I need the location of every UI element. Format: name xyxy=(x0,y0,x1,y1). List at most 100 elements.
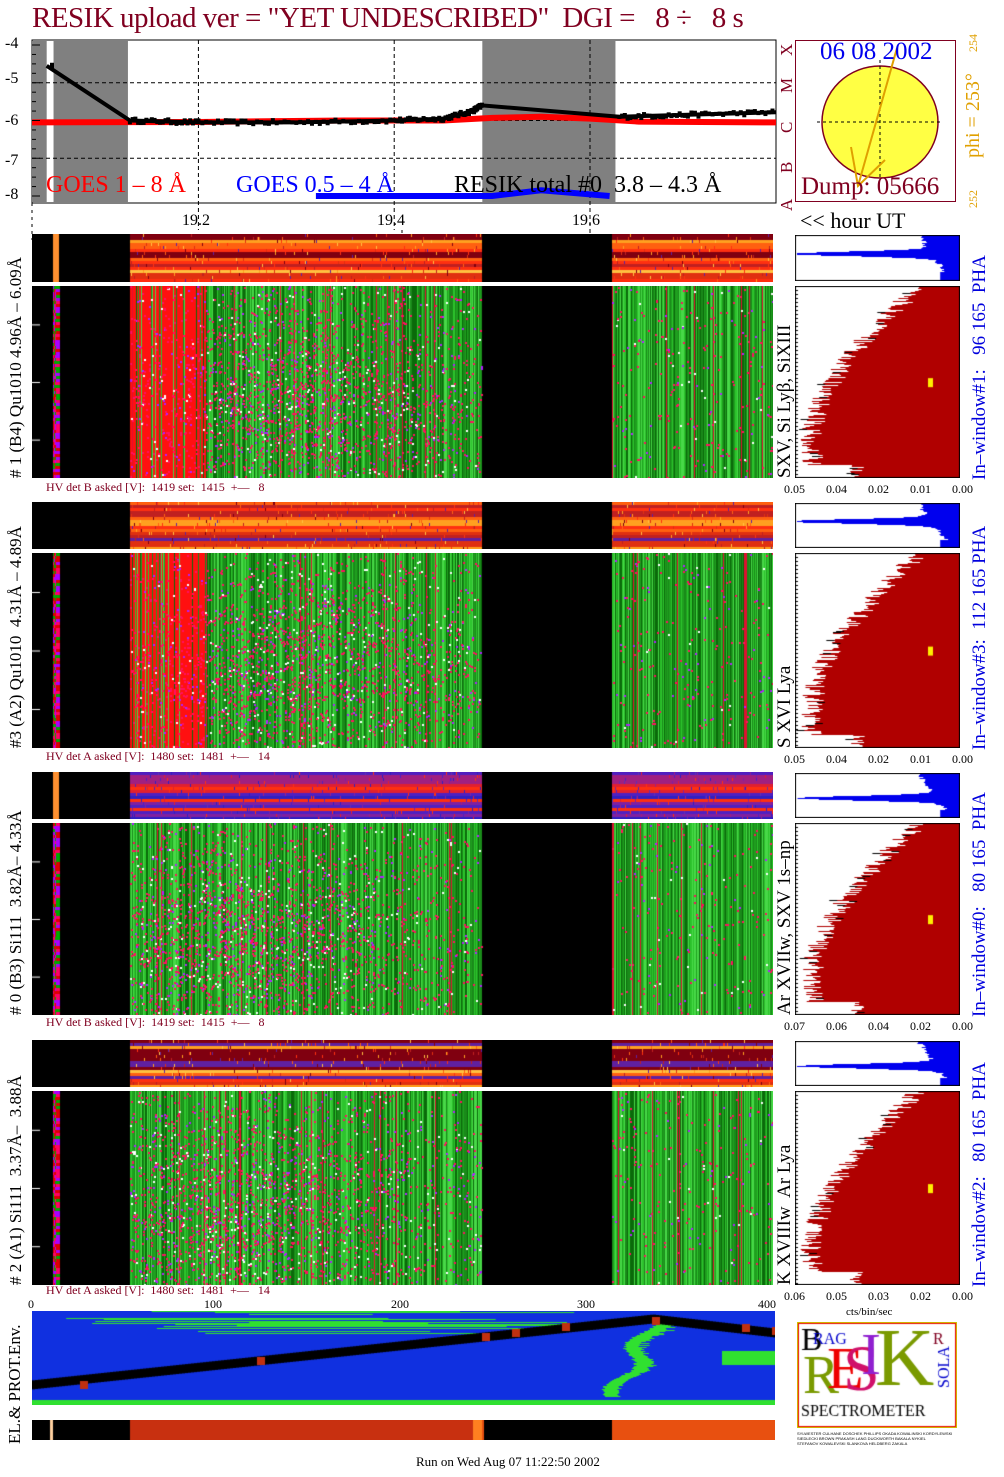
resik-point xyxy=(160,120,165,125)
resik-point xyxy=(669,114,674,119)
resik-point xyxy=(625,116,630,121)
intensity-profile-histogram xyxy=(795,553,960,748)
hist-tick: 0.00 xyxy=(952,1019,973,1033)
resik-point xyxy=(696,114,701,119)
resik-point xyxy=(431,116,436,121)
resik-point xyxy=(333,117,338,122)
hist-tick: 0.02 xyxy=(910,1019,931,1033)
hv-status: HV det B asked [V]: 1419 set: 1415 +— 8 xyxy=(46,1015,265,1029)
hist-tick: 0.04 xyxy=(826,482,847,496)
resik-point xyxy=(456,114,461,119)
resik-point xyxy=(231,118,236,123)
detector-label: # 1 (B4) Qu1010 4.96Å – 6.09Å xyxy=(6,257,25,478)
resik-point xyxy=(724,111,729,116)
hist-tick: 0.05 xyxy=(784,482,805,496)
resik-point xyxy=(360,120,365,125)
resik-point xyxy=(349,121,354,126)
resik-point xyxy=(620,113,625,118)
hist-tick: 0.03 xyxy=(868,1289,889,1303)
resik-point xyxy=(479,102,484,107)
resik-point xyxy=(294,120,299,125)
resik-point xyxy=(703,110,708,115)
resik-point xyxy=(182,118,187,123)
resik-point xyxy=(661,115,666,120)
y-tick: -4 xyxy=(5,35,19,52)
resik-point xyxy=(185,121,190,126)
resik-point xyxy=(345,119,350,124)
resik-point xyxy=(127,120,132,125)
resik-point xyxy=(243,118,248,123)
resik-point xyxy=(685,114,690,119)
resik-point xyxy=(208,120,213,125)
phi-arrow-icon xyxy=(850,47,898,189)
resik-point xyxy=(647,113,652,118)
resik-point xyxy=(372,120,377,125)
pha-histogram xyxy=(795,235,960,281)
resik-point xyxy=(141,120,146,125)
sun-position-panel xyxy=(795,40,956,202)
resik-point xyxy=(653,115,658,120)
y-tick: -6 xyxy=(5,112,19,129)
resik-point xyxy=(766,110,771,115)
detector-3-spectrogram xyxy=(32,1091,773,1285)
resik-point xyxy=(329,118,334,123)
dump-number: Dump: 05666 xyxy=(801,173,940,200)
resik-point xyxy=(683,113,688,118)
resik-point xyxy=(169,121,174,126)
resik-point xyxy=(196,118,201,123)
resik-point xyxy=(174,121,179,126)
detector-2-total-strip xyxy=(32,772,773,819)
resik-point xyxy=(212,121,217,126)
hist-tick: 0.01 xyxy=(910,752,931,766)
resik-point xyxy=(465,108,470,113)
resik-point xyxy=(752,109,757,114)
resik-point xyxy=(770,108,775,113)
resik-point xyxy=(325,121,330,126)
in-window-counts: In–window#2: 80 165 PHA xyxy=(969,1062,990,1287)
hist-tick: 0.05 xyxy=(826,1289,847,1303)
resik-point xyxy=(179,121,184,126)
resik-point xyxy=(144,117,149,122)
resik-point xyxy=(717,111,722,116)
resik-point xyxy=(341,118,346,123)
resik-point xyxy=(152,117,157,122)
resik-point xyxy=(710,112,715,117)
y-tick: -5 xyxy=(5,70,19,87)
channel-tick: 100 xyxy=(204,1297,222,1311)
resik-point xyxy=(689,110,694,115)
resik-point xyxy=(337,120,342,125)
resik-point xyxy=(259,120,264,125)
resik-point xyxy=(742,113,747,118)
hist-tick: 0.02 xyxy=(910,1289,931,1303)
y-tick: -8 xyxy=(5,186,19,203)
resik-point xyxy=(278,120,283,125)
resik-point xyxy=(138,121,143,126)
phi-max: 254 xyxy=(966,34,980,52)
resik-point xyxy=(633,115,638,120)
resik-point xyxy=(745,109,750,114)
resik-point xyxy=(219,121,224,126)
hist-tick: 0.05 xyxy=(784,752,805,766)
pha-histogram xyxy=(795,1041,960,1086)
resik-point xyxy=(617,114,622,119)
resik-point xyxy=(321,119,326,124)
phi-angle: phi = 253° xyxy=(962,73,984,158)
class-c: C xyxy=(777,121,796,133)
credits-line: SIEDLECKI BROWN PRAKASH LANG DUCKWORTH B… xyxy=(797,1436,926,1441)
ion-lines-label: S XVI Lya xyxy=(774,665,795,748)
x-tick: 19.2 xyxy=(182,212,210,229)
legend-goes-short: GOES 0.5 – 4 Å xyxy=(236,172,395,198)
hist-tick: 0.04 xyxy=(826,752,847,766)
intensity-profile-histogram xyxy=(795,823,960,1015)
hist-unit: cts/bin/sec xyxy=(846,1306,893,1318)
resik-point xyxy=(255,119,260,124)
detector-label: # 2 (A1) Si111 3.37Å– 3.88Å xyxy=(6,1075,25,1285)
resik-point xyxy=(759,110,764,115)
resik-point xyxy=(628,116,633,121)
resik-point xyxy=(200,121,205,126)
in-window-counts: In–window#1: 96 165 PHA xyxy=(969,255,990,480)
resik-point xyxy=(133,116,138,121)
resik-point xyxy=(286,119,291,124)
observation-date: 06 08 2002 xyxy=(820,38,933,65)
resik-point xyxy=(298,119,303,124)
